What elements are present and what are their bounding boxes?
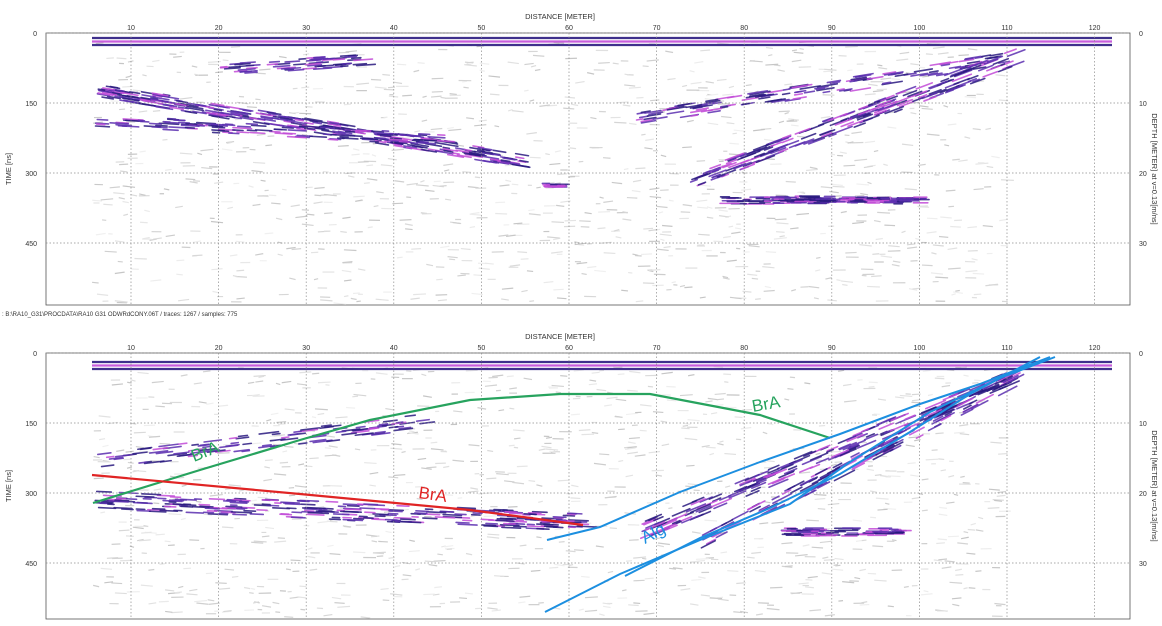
y-axis-title-left: TIME [ns] <box>4 153 13 185</box>
x-tick-label: 80 <box>740 25 748 32</box>
x-tick-label: 90 <box>828 25 836 32</box>
x-tick-label: 50 <box>478 25 486 32</box>
depth-tick-label: 10 <box>1139 101 1147 108</box>
x-axis-title: DISTANCE [METER] <box>525 12 595 21</box>
time-tick-label: 450 <box>25 241 37 248</box>
x-tick-label: 120 <box>1089 25 1101 32</box>
time-tick-label: 450 <box>25 561 37 568</box>
depth-tick-label: 20 <box>1139 171 1147 178</box>
x-tick-label: 110 <box>1001 25 1012 32</box>
time-tick-label: 0 <box>33 351 37 358</box>
y-axis-title-right: DEPTH [METER] at v=0.13[m/ns] <box>1150 113 1159 225</box>
depth-tick-label: 30 <box>1139 241 1147 248</box>
x-tick-label: 110 <box>1001 345 1012 352</box>
x-tick-label: 10 <box>127 345 135 352</box>
x-tick-label: 70 <box>653 25 661 32</box>
x-tick-label: 60 <box>565 25 573 32</box>
x-tick-label: 20 <box>215 25 223 32</box>
annotation-label-bra: BrA <box>417 483 448 506</box>
x-tick-label: 100 <box>914 25 926 32</box>
time-tick-label: 0 <box>33 31 37 38</box>
x-axis-title: DISTANCE [METER] <box>525 332 595 341</box>
y-axis-title-left: TIME [ns] <box>4 470 13 502</box>
depth-tick-label: 30 <box>1139 561 1147 568</box>
x-tick-label: 90 <box>828 345 836 352</box>
x-tick-label: 70 <box>653 345 661 352</box>
time-tick-label: 150 <box>25 421 37 428</box>
x-tick-label: 120 <box>1089 345 1101 352</box>
depth-tick-label: 0 <box>1139 31 1143 38</box>
y-axis-title-right: DEPTH [METER] at v=0.13[m/ns] <box>1150 430 1159 542</box>
bottom-radargram-surface-reflection <box>92 362 1112 369</box>
depth-tick-label: 0 <box>1139 351 1143 358</box>
time-tick-label: 300 <box>25 171 37 178</box>
top-radargram-surface-reflection <box>92 38 1112 45</box>
x-tick-label: 10 <box>127 25 135 32</box>
depth-tick-label: 20 <box>1139 491 1147 498</box>
file-path-caption: : B:\RA10_G31\PROCDATA\RA10 G31 ODWRdCON… <box>2 312 237 318</box>
time-tick-label: 300 <box>25 491 37 498</box>
x-tick-label: 30 <box>302 345 310 352</box>
x-tick-label: 40 <box>390 25 398 32</box>
x-tick-label: 30 <box>302 25 310 32</box>
x-tick-label: 50 <box>478 345 486 352</box>
depth-tick-label: 10 <box>1139 421 1147 428</box>
x-tick-label: 80 <box>740 345 748 352</box>
time-tick-label: 150 <box>25 101 37 108</box>
top-radargram-frame <box>46 33 1130 305</box>
x-tick-label: 20 <box>215 345 223 352</box>
x-tick-label: 100 <box>914 345 926 352</box>
x-tick-label: 60 <box>565 345 573 352</box>
x-tick-label: 40 <box>390 345 398 352</box>
